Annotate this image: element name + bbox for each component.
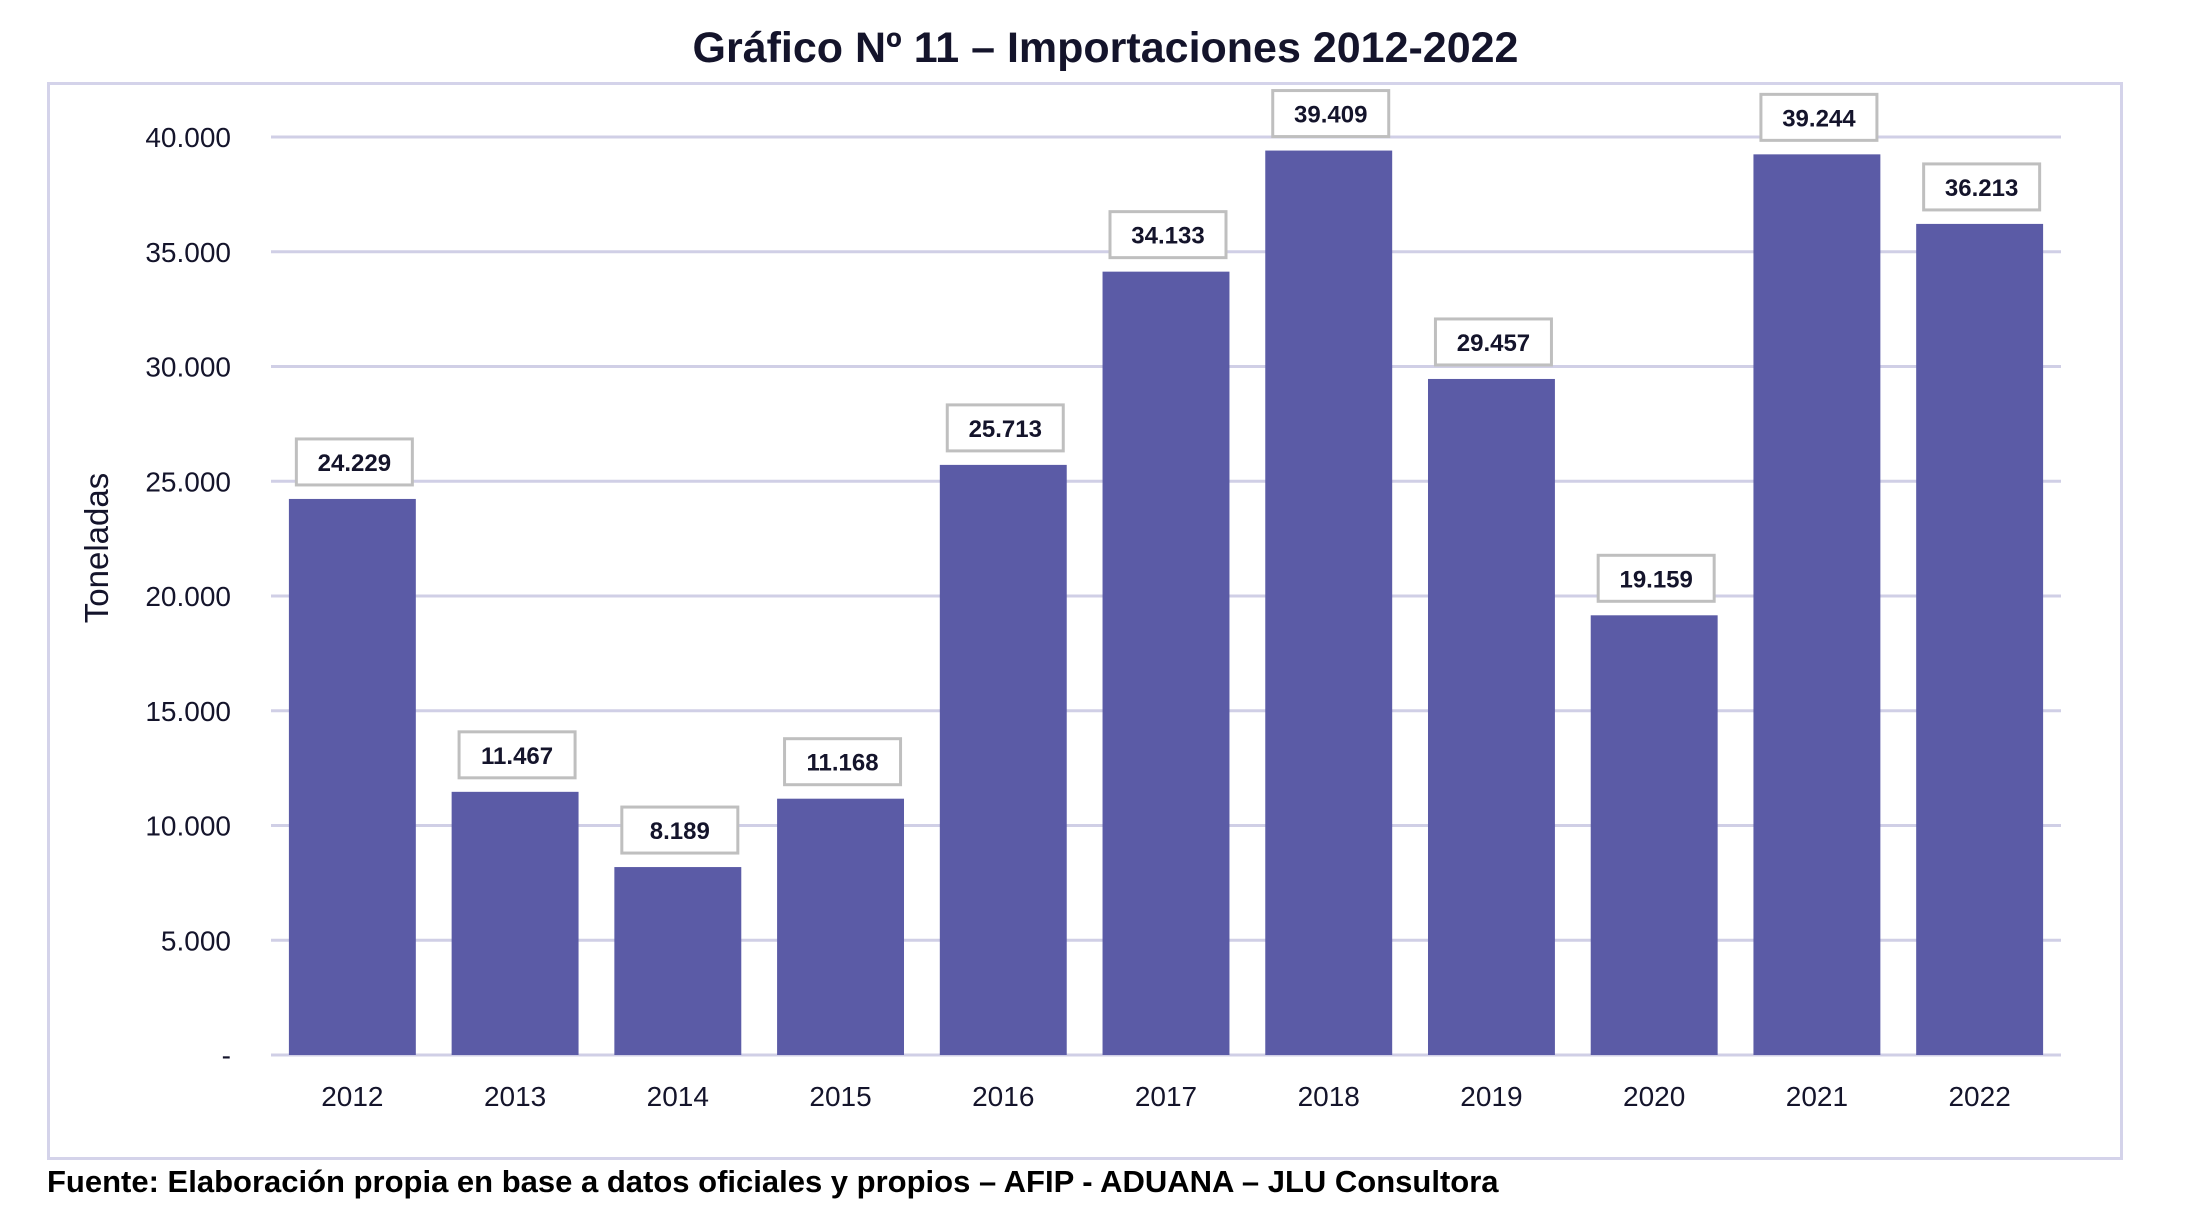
bar: [1753, 154, 1881, 1055]
data-label: 29.457: [1457, 330, 1530, 357]
y-tick-label: 30.000: [145, 352, 231, 383]
data-label: 11.467: [481, 743, 553, 770]
data-label: 39.244: [1782, 105, 1856, 132]
y-tick-label: 35.000: [145, 237, 231, 268]
bar: [451, 791, 579, 1055]
y-tick-label: 10.000: [145, 811, 231, 842]
y-tick-label: -: [222, 1040, 231, 1071]
x-tick-label: 2016: [972, 1081, 1034, 1112]
x-tick-label: 2021: [1786, 1081, 1848, 1112]
source-footer: Fuente: Elaboración propia en base a dat…: [47, 1164, 1499, 1199]
x-tick-label: 2022: [1948, 1081, 2010, 1112]
chart-frame: [47, 82, 2123, 1160]
x-tick-label: 2014: [647, 1081, 709, 1112]
bar: [1916, 223, 2044, 1056]
data-label-box: [1271, 89, 1391, 139]
y-tick-label: 40.000: [145, 122, 231, 153]
x-tick-label: 2012: [321, 1081, 383, 1112]
data-label-box: [783, 737, 903, 787]
data-label-box: [294, 437, 414, 487]
data-label-box: [1922, 162, 2042, 212]
data-label: 8.189: [650, 818, 710, 845]
y-tick-label: 25.000: [145, 466, 231, 497]
x-tick-label: 2019: [1460, 1081, 1522, 1112]
data-label-box: [1108, 210, 1228, 260]
bar: [777, 798, 905, 1055]
y-tick-label: 15.000: [145, 696, 231, 727]
data-label-box: [620, 805, 740, 855]
data-label: 39.409: [1294, 102, 1367, 129]
data-label-box: [945, 403, 1065, 453]
x-tick-label: 2015: [809, 1081, 871, 1112]
y-tick-label: 20.000: [145, 581, 231, 612]
bar: [288, 498, 416, 1055]
x-tick-label: 2018: [1298, 1081, 1360, 1112]
data-label: 11.168: [806, 750, 878, 777]
data-label-box: [1759, 92, 1879, 142]
x-tick-label: 2013: [484, 1081, 546, 1112]
data-label-box: [1433, 317, 1553, 367]
data-label: 25.713: [969, 416, 1042, 443]
x-tick-label: 2017: [1135, 1081, 1197, 1112]
chart-title: Gráfico Nº 11 – Importaciones 2012-2022: [692, 24, 1519, 72]
x-tick-label: 2020: [1623, 1081, 1685, 1112]
y-tick-label: 5.000: [161, 925, 231, 956]
bar: [1427, 378, 1555, 1055]
data-label: 36.213: [1945, 175, 2018, 202]
bar: [614, 867, 742, 1055]
data-label: 19.159: [1619, 566, 1692, 593]
data-label: 34.133: [1131, 223, 1204, 250]
bar: [1102, 271, 1230, 1055]
bar: [1590, 615, 1718, 1055]
bar: [1265, 150, 1393, 1055]
data-label-box: [1596, 553, 1716, 603]
bar: [939, 464, 1067, 1055]
data-label-box: [457, 730, 577, 780]
data-label: 24.229: [318, 450, 391, 477]
y-axis-title: Toneladas: [78, 472, 115, 624]
